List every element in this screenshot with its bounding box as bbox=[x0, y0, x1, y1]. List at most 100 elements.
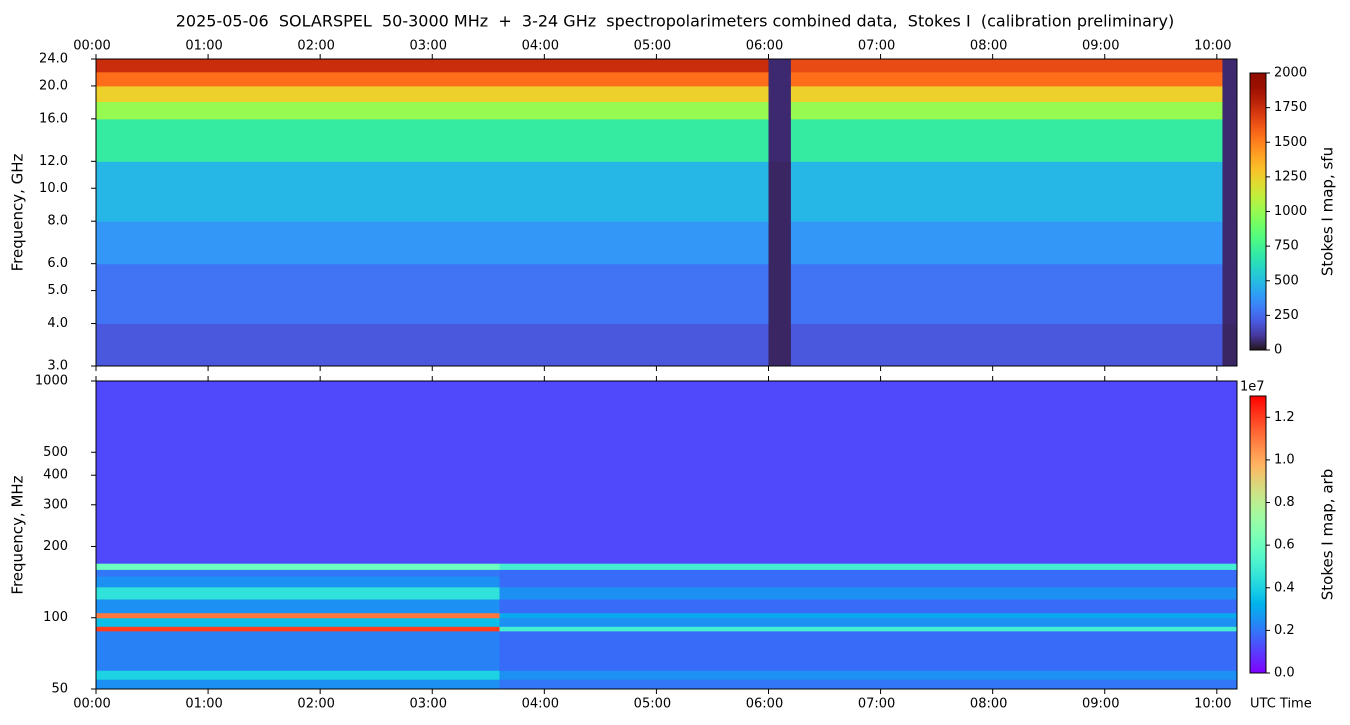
plot-frame bbox=[95, 380, 1238, 690]
y-tick-label: 6.0 bbox=[47, 256, 68, 271]
y-tick-label: 16.0 bbox=[39, 111, 68, 126]
heatmap-cell bbox=[96, 161, 769, 222]
heatmap-cell bbox=[499, 576, 1238, 588]
x-tick-label: 00:00 bbox=[73, 697, 110, 712]
x-tick-label: 06:00 bbox=[746, 39, 783, 54]
plot-frame bbox=[95, 58, 1238, 367]
colorbar-label: Stokes I map, sfu bbox=[1319, 147, 1337, 276]
x-tick-label: 10:00 bbox=[1194, 697, 1231, 712]
colorbar-tick-label: 0.8 bbox=[1274, 495, 1295, 510]
heatmap-cell bbox=[768, 59, 792, 73]
colorbar-tick-label: 1250 bbox=[1274, 169, 1307, 184]
y-axis-label: Frequency, MHz bbox=[9, 475, 27, 594]
heatmap-cell bbox=[768, 118, 792, 162]
x-tick-label: 08:00 bbox=[970, 39, 1007, 54]
x-tick-label: 03:00 bbox=[410, 39, 447, 54]
colorbar bbox=[1249, 72, 1267, 351]
colorbar-tick-label: 0.0 bbox=[1274, 666, 1295, 681]
heatmap-cell bbox=[96, 323, 769, 367]
heatmap-cell bbox=[1222, 161, 1238, 222]
colorbar-tick-label: 500 bbox=[1274, 273, 1299, 288]
y-tick-label: 50 bbox=[51, 682, 68, 697]
heatmap-cell bbox=[499, 617, 1238, 627]
heatmap-cell bbox=[1222, 118, 1238, 162]
heatmap-cell bbox=[768, 85, 792, 102]
x-tick-label: 05:00 bbox=[634, 39, 671, 54]
heatmap-cell bbox=[96, 263, 769, 325]
heatmap-cell bbox=[790, 85, 1223, 102]
colorbar-tick-label: 1750 bbox=[1274, 100, 1307, 115]
colorbar-tick-label: 0 bbox=[1274, 343, 1282, 358]
y-tick-label: 12.0 bbox=[39, 154, 68, 169]
heatmap-cell bbox=[1222, 59, 1238, 73]
heatmap-cell bbox=[1222, 71, 1238, 87]
heatmap-cell bbox=[790, 118, 1223, 162]
heatmap-cell bbox=[96, 586, 500, 600]
chart-title: 2025-05-06 SOLARSPEL 50-3000 MHz + 3-24 … bbox=[176, 12, 1175, 31]
x-tick-label: 00:00 bbox=[73, 39, 110, 54]
heatmap-cell bbox=[499, 630, 1238, 671]
colorbar-tick-label: 750 bbox=[1274, 239, 1299, 254]
x-tick-label: 06:00 bbox=[746, 697, 783, 712]
heatmap-cell bbox=[768, 71, 792, 87]
y-tick-label: 200 bbox=[43, 539, 68, 554]
heatmap-cell bbox=[96, 598, 500, 614]
heatmap-cell bbox=[1222, 101, 1238, 120]
heatmap-cell bbox=[768, 101, 792, 120]
heatmap-cell bbox=[96, 71, 769, 87]
heatmap-cell bbox=[499, 670, 1238, 680]
y-axis-label: Frequency, GHz bbox=[9, 153, 27, 271]
heatmap-cell bbox=[96, 679, 500, 690]
heatmap-cell bbox=[1222, 323, 1238, 367]
y-tick-label: 4.0 bbox=[47, 316, 68, 331]
x-tick-label: 02:00 bbox=[297, 697, 334, 712]
heatmap-cell bbox=[768, 161, 792, 222]
colorbar-tick-label: 0.4 bbox=[1274, 580, 1295, 595]
heatmap-cell bbox=[1222, 221, 1238, 265]
x-tick-label: 02:00 bbox=[297, 39, 334, 54]
y-tick-label: 5.0 bbox=[47, 283, 68, 298]
colorbar-tick-label: 1.2 bbox=[1274, 410, 1295, 425]
heatmap-cell bbox=[790, 71, 1223, 87]
colorbar-offset: 1e7 bbox=[1240, 380, 1265, 395]
heatmap-cell bbox=[1222, 263, 1238, 325]
heatmap-cell bbox=[768, 263, 792, 325]
heatmap-cell bbox=[790, 221, 1223, 265]
y-tick-label: 24.0 bbox=[39, 52, 68, 67]
colorbar-tick-label: 0.6 bbox=[1274, 538, 1295, 553]
heatmap-cell bbox=[1222, 85, 1238, 102]
x-tick-label: 01:00 bbox=[185, 697, 222, 712]
heatmap-cell bbox=[790, 323, 1223, 367]
colorbar-label: Stokes I map, arb bbox=[1319, 469, 1337, 600]
x-tick-label: 04:00 bbox=[522, 39, 559, 54]
colorbar-tick-label: 1.0 bbox=[1274, 452, 1295, 467]
heatmap-cell bbox=[96, 576, 500, 588]
y-tick-label: 10.0 bbox=[39, 181, 68, 196]
y-tick-label: 20.0 bbox=[39, 78, 68, 93]
x-tick-label: 05:00 bbox=[634, 697, 671, 712]
heatmap-cell bbox=[96, 381, 500, 564]
x-tick-label: 09:00 bbox=[1082, 697, 1119, 712]
heatmap-cell bbox=[790, 59, 1223, 73]
y-tick-label: 400 bbox=[43, 468, 68, 483]
heatmap-cell bbox=[96, 85, 769, 102]
heatmap-cell bbox=[499, 381, 1238, 564]
colorbar-tick-label: 0.2 bbox=[1274, 623, 1295, 638]
heatmap-cell bbox=[96, 563, 500, 570]
heatmap-cell bbox=[499, 586, 1238, 600]
heatmap-cell bbox=[768, 323, 792, 367]
colorbar-tick-label: 250 bbox=[1274, 308, 1299, 323]
x-tick-label: 08:00 bbox=[970, 697, 1007, 712]
heatmap-cell bbox=[96, 221, 769, 265]
heatmap-cell bbox=[96, 626, 500, 632]
heatmap-cell bbox=[790, 161, 1223, 222]
x-tick-label: 07:00 bbox=[858, 39, 895, 54]
colorbar-tick-label: 1500 bbox=[1274, 135, 1307, 150]
heatmap-cell bbox=[96, 630, 500, 671]
heatmap-cell bbox=[96, 617, 500, 627]
colorbar-tick-label: 2000 bbox=[1274, 66, 1307, 81]
x-tick-label: 10:00 bbox=[1194, 39, 1231, 54]
y-tick-label: 500 bbox=[43, 445, 68, 460]
heatmap-cell bbox=[790, 101, 1223, 120]
colorbar-tick-label: 1000 bbox=[1274, 204, 1307, 219]
